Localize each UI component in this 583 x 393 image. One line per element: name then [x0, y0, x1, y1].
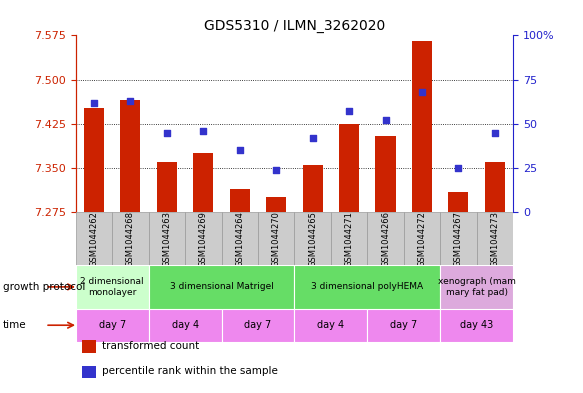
Bar — [121, 99, 141, 212]
Bar — [149, 265, 294, 309]
Point — [454, 165, 463, 171]
Text: GSM1044264: GSM1044264 — [236, 211, 244, 267]
Bar — [84, 108, 104, 212]
Bar — [403, 212, 440, 265]
Point — [235, 147, 244, 154]
Text: GSM1044266: GSM1044266 — [381, 211, 390, 267]
Bar — [375, 136, 395, 212]
Text: day 7: day 7 — [244, 320, 272, 330]
Point — [89, 99, 99, 106]
Point — [345, 108, 354, 114]
Bar — [294, 265, 440, 309]
Text: GSM1044271: GSM1044271 — [345, 211, 353, 267]
Text: GSM1044265: GSM1044265 — [308, 211, 317, 267]
Bar — [266, 197, 286, 212]
Text: 3 dimensional polyHEMA: 3 dimensional polyHEMA — [311, 283, 423, 291]
Bar — [258, 212, 294, 265]
Text: day 4: day 4 — [317, 320, 345, 330]
Text: GSM1044268: GSM1044268 — [126, 211, 135, 267]
Bar — [157, 162, 177, 212]
Text: GSM1044273: GSM1044273 — [490, 211, 499, 267]
Point — [126, 97, 135, 104]
Bar — [367, 212, 403, 265]
Bar — [222, 309, 294, 342]
Point — [490, 129, 500, 136]
Bar — [194, 153, 213, 212]
Bar — [222, 212, 258, 265]
Bar — [76, 212, 112, 265]
Bar — [294, 309, 367, 342]
Bar — [476, 212, 513, 265]
Text: growth protocol: growth protocol — [3, 282, 85, 292]
Text: GSM1044263: GSM1044263 — [163, 211, 171, 267]
Bar — [76, 265, 149, 309]
Text: GSM1044262: GSM1044262 — [90, 211, 99, 267]
Text: GSM1044270: GSM1044270 — [272, 211, 280, 267]
Bar — [448, 191, 468, 212]
Bar — [339, 124, 359, 212]
Text: time: time — [3, 320, 27, 330]
Point — [381, 117, 390, 123]
Bar — [294, 212, 331, 265]
Text: GSM1044269: GSM1044269 — [199, 211, 208, 267]
Bar — [367, 309, 440, 342]
Bar — [112, 212, 149, 265]
Text: 2 dimensional
monolayer: 2 dimensional monolayer — [80, 277, 144, 297]
Bar — [412, 41, 432, 212]
Text: transformed count: transformed count — [102, 341, 199, 351]
Text: GSM1044272: GSM1044272 — [417, 211, 426, 267]
Bar — [331, 212, 367, 265]
Bar — [149, 309, 222, 342]
Bar — [440, 212, 476, 265]
Point — [417, 89, 427, 95]
Point — [162, 129, 171, 136]
Point — [199, 128, 208, 134]
Bar — [230, 189, 250, 212]
Bar — [440, 309, 513, 342]
Point — [272, 167, 281, 173]
Text: GSM1044267: GSM1044267 — [454, 211, 463, 267]
Bar — [185, 212, 222, 265]
Text: day 7: day 7 — [390, 320, 417, 330]
Text: xenograph (mam
mary fat pad): xenograph (mam mary fat pad) — [438, 277, 515, 297]
Text: day 7: day 7 — [99, 320, 126, 330]
Text: day 4: day 4 — [171, 320, 199, 330]
Bar — [76, 309, 149, 342]
Text: day 43: day 43 — [460, 320, 493, 330]
Bar — [303, 165, 322, 212]
Bar — [440, 265, 513, 309]
Bar — [485, 162, 505, 212]
Bar — [149, 212, 185, 265]
Point — [308, 135, 317, 141]
Title: GDS5310 / ILMN_3262020: GDS5310 / ILMN_3262020 — [204, 19, 385, 33]
Text: percentile rank within the sample: percentile rank within the sample — [102, 366, 278, 376]
Text: 3 dimensional Matrigel: 3 dimensional Matrigel — [170, 283, 273, 291]
